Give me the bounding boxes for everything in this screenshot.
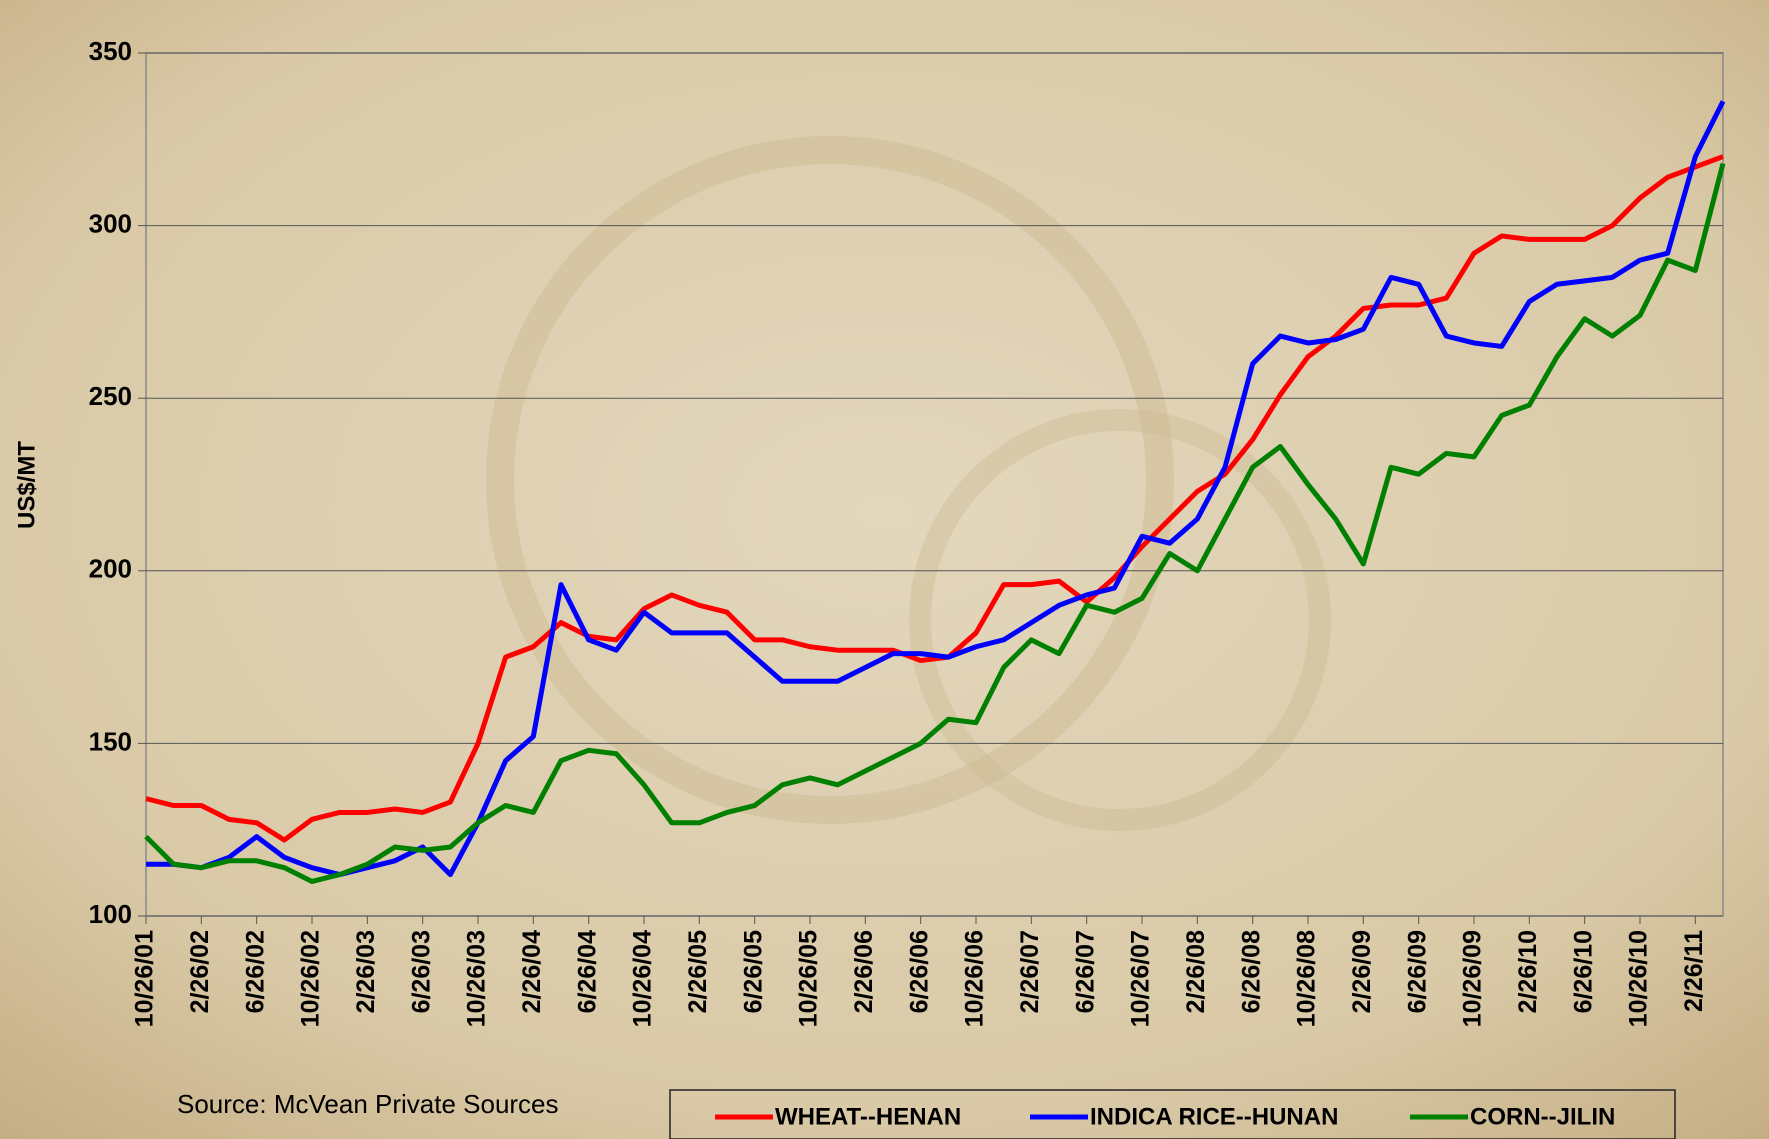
y-tick-label: 200: [89, 554, 132, 584]
x-tick-label: 6/26/06: [905, 930, 933, 1013]
chart: US$/MT Source: McVean Private Sources WH…: [0, 0, 1769, 1139]
x-tick-label: 6/26/05: [739, 930, 767, 1014]
x-tick-label: 2/26/05: [684, 930, 712, 1014]
x-tick-label: 2/26/09: [1348, 930, 1376, 1013]
x-tick-label: 10/26/10: [1625, 930, 1653, 1027]
x-tick-label: 10/26/05: [795, 930, 823, 1027]
x-tick-label: 6/26/10: [1569, 930, 1597, 1013]
y-tick-label: 100: [89, 899, 132, 929]
x-tick-label: 10/26/04: [629, 930, 657, 1027]
y-tick-label: 300: [89, 208, 132, 238]
x-tick-label: 10/26/06: [961, 930, 989, 1027]
legend-label: CORN--JILIN: [1470, 1103, 1615, 1130]
x-tick-label: 10/26/01: [131, 930, 159, 1027]
x-tick-label: 6/26/08: [1237, 930, 1265, 1014]
source-note: Source: McVean Private Sources: [177, 1089, 559, 1119]
x-tick-label: 6/26/02: [241, 930, 269, 1013]
x-tick-label: 2/26/02: [186, 930, 214, 1013]
x-tick-label: 6/26/04: [573, 930, 601, 1014]
x-tick-label: 2/26/10: [1514, 930, 1542, 1013]
x-tick-label: 10/26/09: [1459, 930, 1487, 1027]
x-tick-label: 2/26/11: [1680, 930, 1708, 1012]
y-axis-label: US$/MT: [13, 441, 40, 529]
legend-items: WHEAT--HENAN INDICA RICE--HUNAN CORN--JILI…: [715, 1103, 1615, 1130]
x-tick-label: 10/26/03: [463, 930, 491, 1027]
x-tick-label: 2/26/08: [1182, 930, 1210, 1014]
legend-label: INDICA RICE--HUNAN: [1090, 1103, 1338, 1130]
y-tick-label: 250: [89, 381, 132, 411]
x-tick-label: 2/26/06: [850, 930, 878, 1013]
x-tick-label: 10/26/02: [297, 930, 325, 1027]
x-tick-label: 10/26/07: [1127, 930, 1155, 1027]
x-tick-label: 6/26/09: [1403, 930, 1431, 1013]
y-tick-label: 150: [89, 726, 132, 756]
x-tick-label: 6/26/07: [1071, 930, 1099, 1013]
x-tick-label: 2/26/03: [352, 930, 380, 1013]
x-tick-label: 6/26/03: [407, 930, 435, 1013]
y-tick-label: 350: [89, 36, 132, 66]
legend-label: WHEAT--HENAN: [775, 1103, 961, 1130]
x-tick-label: 10/26/08: [1293, 930, 1321, 1027]
x-tick-label: 2/26/07: [1016, 930, 1044, 1013]
x-tick-label: 2/26/04: [518, 930, 546, 1014]
